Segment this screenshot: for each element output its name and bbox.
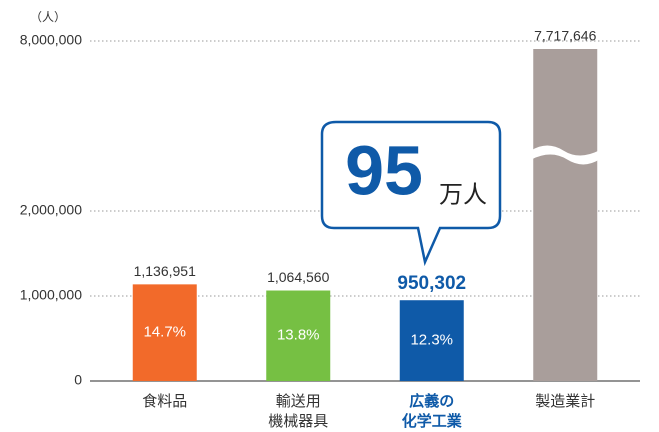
bar xyxy=(132,284,197,381)
y-unit-label: （人） xyxy=(30,10,66,24)
inner-label: 12.3% xyxy=(410,332,453,349)
axis-break xyxy=(530,145,600,165)
value-label: 1,136,951 xyxy=(134,263,196,279)
value-label: 1,064,560 xyxy=(267,269,329,285)
value-label: 950,302 xyxy=(397,273,466,294)
x-tick-label: 製造業計 xyxy=(535,393,596,410)
x-tick-label: 輸送用 機械器具 xyxy=(268,393,329,430)
y-tick-label: 2,000,000 xyxy=(20,202,82,218)
bar xyxy=(399,300,464,381)
bar xyxy=(533,49,598,381)
callout-bubble xyxy=(320,120,502,267)
callout-unit: 万人 xyxy=(439,181,487,208)
x-tick-label: 食料品 xyxy=(142,393,188,410)
value-label: 7,717,646 xyxy=(534,28,596,44)
bar xyxy=(266,290,331,381)
inner-label: 14.7% xyxy=(143,324,186,341)
y-tick-label: 0 xyxy=(74,372,82,388)
callout-number: 95 xyxy=(345,131,423,209)
x-tick-label: 広義の 化学工業 xyxy=(401,393,462,430)
inner-label: 13.8% xyxy=(277,327,320,344)
y-tick-label: 1,000,000 xyxy=(20,287,82,303)
y-tick-label: 8,000,000 xyxy=(20,32,82,48)
